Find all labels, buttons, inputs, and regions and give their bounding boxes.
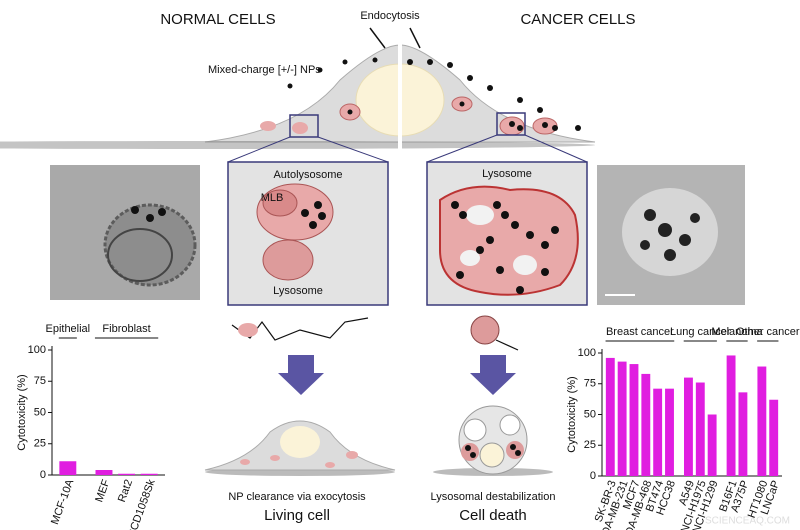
bar (629, 364, 639, 476)
down-arrow (278, 355, 324, 395)
right-result: Cell death (459, 507, 527, 524)
right-inset: Lysosome (426, 161, 588, 306)
nps-label: Mixed-charge [+/-] NPs (208, 64, 321, 76)
group-label: Melanoma (711, 326, 763, 338)
bar (140, 473, 158, 475)
bar (769, 399, 779, 476)
x-tick-label: MEF (93, 478, 112, 504)
vesicle (238, 323, 258, 337)
bar (757, 366, 767, 476)
bar (605, 357, 615, 476)
autolysosome-label: Autolysosome (273, 169, 342, 181)
y-axis-label: Cytotoxicity (%) (566, 376, 578, 452)
down-arrow (470, 355, 516, 395)
y-tick-label: 75 (584, 378, 596, 390)
bar (738, 392, 748, 476)
bar (118, 473, 136, 475)
group-label: Epithelial (45, 323, 90, 335)
top-cell (0, 27, 596, 163)
lysosome-label: Lysosome (273, 285, 323, 297)
watermark: SCIENCEAQ.COM (705, 516, 790, 527)
left-caption: NP clearance via exocytosis (228, 491, 366, 503)
right-title: CANCER CELLS (520, 11, 635, 28)
bar (695, 382, 705, 476)
y-tick-label: 75 (34, 375, 46, 387)
y-tick-label: 50 (584, 408, 596, 420)
y-tick-label: 50 (34, 406, 46, 418)
em-image-left (50, 165, 200, 300)
dying-cell (433, 405, 553, 476)
group-label: Other cancer (736, 326, 800, 338)
y-tick-label: 0 (40, 469, 46, 481)
x-tick-label: MCF-10A (49, 477, 77, 526)
y-tick-label: 0 (590, 470, 596, 482)
bar (641, 373, 651, 476)
bar (726, 355, 736, 476)
left-title: NORMAL CELLS (160, 11, 275, 28)
endocytosis-label: Endocytosis (360, 10, 420, 22)
em-image-right (597, 165, 745, 305)
group-label: Fibroblast (102, 323, 150, 335)
vesicle (470, 315, 500, 345)
bar (653, 388, 663, 476)
left-result: Living cell (264, 507, 330, 524)
y-axis-label: Cytotoxicity (%) (16, 374, 28, 450)
living-cell (204, 420, 396, 476)
bar (59, 461, 77, 475)
bar (707, 414, 717, 476)
group-label: Breast cancer (606, 326, 674, 338)
bar (95, 470, 113, 475)
y-tick-label: 100 (578, 347, 596, 359)
bar (665, 388, 674, 476)
y-tick-label: 100 (28, 344, 46, 356)
group-label: Lung cancer (670, 326, 731, 338)
x-tick-label: Rat2 (116, 478, 135, 504)
y-tick-label: 25 (34, 438, 46, 450)
bar (617, 361, 627, 476)
trajectory (495, 339, 519, 351)
bar (684, 377, 693, 476)
mlb-label: MLB (261, 192, 284, 204)
lysosome-label: Lysosome (482, 168, 532, 180)
y-tick-label: 25 (584, 439, 596, 451)
left-inset: Autolysosome MLB Lysosome (227, 161, 389, 306)
right-caption: Lysosomal destabilization (431, 491, 556, 503)
